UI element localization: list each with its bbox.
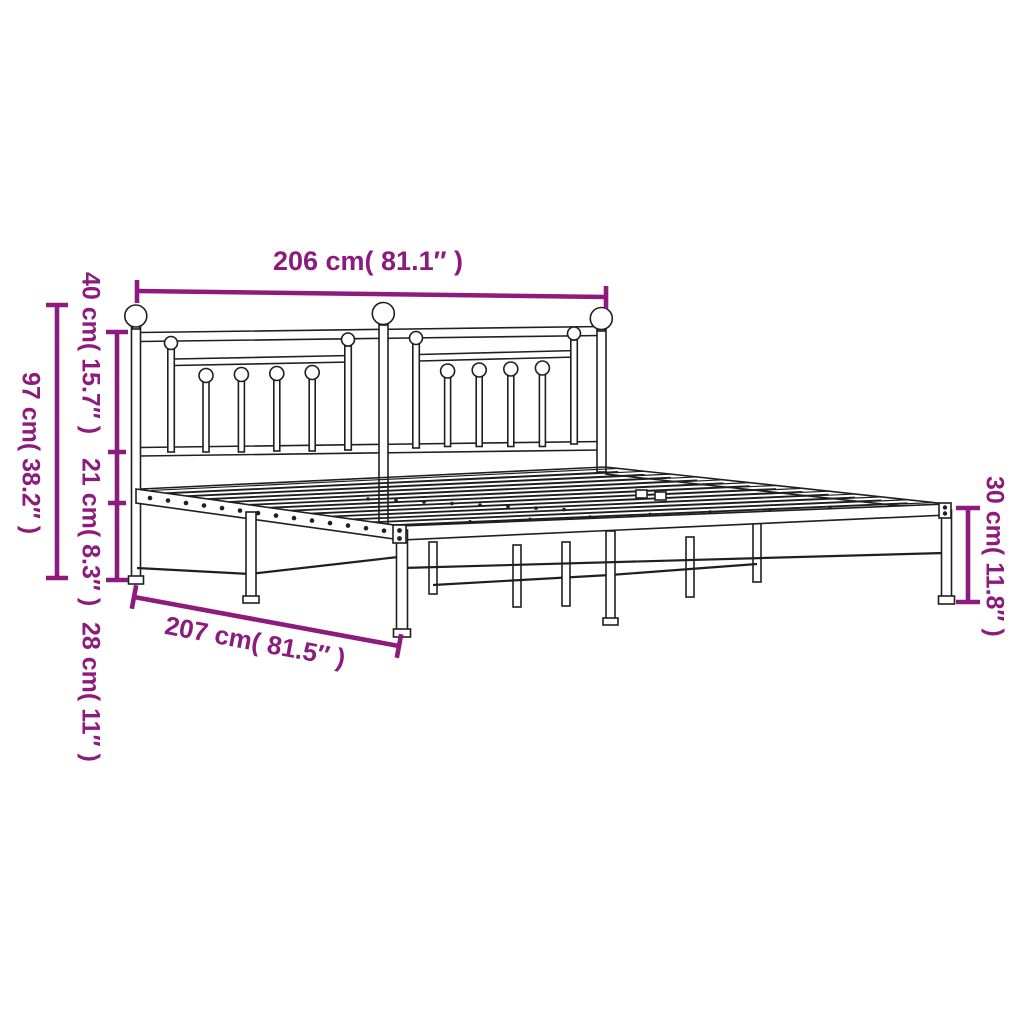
left-stretcher-bar (136, 555, 399, 576)
headboard-spindles-right-panel (408, 326, 582, 449)
headboard-bottom-rail (139, 440, 603, 457)
bed-slats (150, 467, 934, 530)
headboard (124, 301, 614, 585)
headboard-post-left (130, 321, 142, 579)
side-rail-holes (147, 495, 387, 533)
slatted-platform (140, 466, 948, 530)
platform-rear-edge (140, 466, 606, 490)
right-corner-leg (940, 509, 953, 599)
headboard-top-rail (139, 325, 603, 343)
front-corner-leg (395, 529, 409, 632)
headboard-post-right (596, 323, 607, 473)
left-mid-leg (245, 511, 257, 599)
dim-line-headboard-width (134, 280, 609, 309)
dim-label-headboard-total-height: 97 cm( 38.2″ ) (16, 372, 45, 535)
headboard-spindles-left-panel (163, 332, 356, 453)
dim-label-headboard-upper-section: 40 cm( 15.7″ ) (76, 272, 105, 435)
ball-finial-right (589, 306, 614, 331)
dim-line-frame-length (129, 584, 404, 659)
dim-line-headboard-sections (106, 329, 128, 583)
front-legs (136, 502, 956, 638)
middle-foot-leg (561, 530, 619, 626)
corner-bracket-left (392, 524, 407, 544)
rear-stretcher-bar (432, 562, 758, 587)
headboard-mid-rail-left (173, 354, 352, 367)
headboard-mid-rail-right (418, 349, 578, 362)
corner-bracket-right (938, 502, 952, 519)
dim-label-platform-height: 30 cm( 11.8″ ) (980, 476, 1009, 637)
dim-line-headboard-total-height (46, 302, 68, 581)
front-stretcher-bar (401, 551, 945, 570)
dim-label-headboard-width: 206 cm( 81.1″ ) (272, 246, 464, 276)
ball-finial-middle (371, 301, 396, 326)
dim-label-headboard-lower-section: 21 cm( 8.3″ ) (76, 458, 105, 607)
left-post-foot (127, 575, 145, 585)
ball-finial-left (124, 304, 148, 328)
bracket-bolts (397, 505, 948, 541)
dim-label-underbed-clearance: 28 cm( 11″ ) (76, 622, 105, 762)
dimension-lines (46, 280, 980, 659)
dim-line-platform-height (956, 505, 980, 605)
